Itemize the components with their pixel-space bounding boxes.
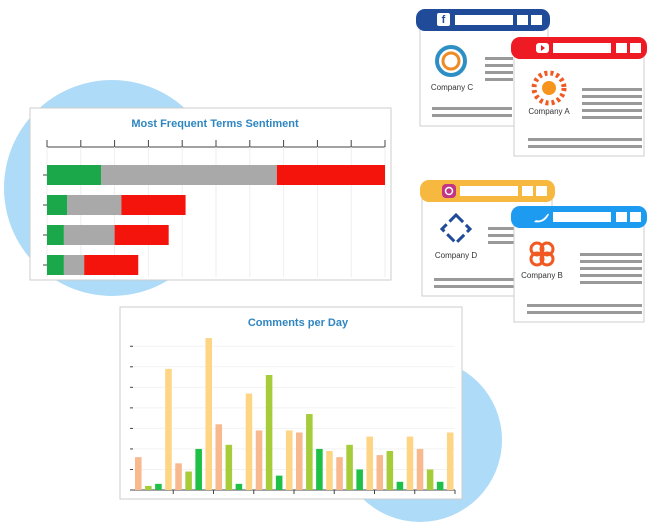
twitter-window: Company B	[511, 206, 647, 323]
window-button	[536, 186, 547, 196]
bar	[326, 450, 333, 490]
bar	[376, 455, 384, 490]
chart-title: Most Frequent Terms Sentiment	[131, 118, 299, 130]
bar	[426, 469, 434, 490]
window-button	[522, 186, 533, 196]
bar	[255, 430, 263, 490]
ig-icon	[442, 184, 456, 198]
chart-panel	[29, 107, 392, 281]
window-button	[517, 15, 528, 25]
bar	[436, 481, 444, 490]
window-button	[630, 43, 641, 53]
bar	[285, 430, 293, 490]
bar	[155, 483, 162, 490]
bar-segment	[63, 225, 115, 245]
bar	[195, 448, 202, 490]
address-bar	[553, 43, 611, 53]
bar	[175, 463, 182, 490]
bar-segment	[47, 165, 102, 185]
company-name: Company C	[431, 83, 473, 92]
bar	[165, 368, 172, 490]
bar	[336, 457, 343, 490]
bar	[235, 483, 243, 490]
bar-segment	[47, 195, 68, 215]
bar	[416, 448, 424, 490]
bar	[346, 444, 353, 490]
bar	[215, 424, 223, 490]
logo	[529, 241, 555, 267]
bar-segment	[114, 225, 169, 245]
window-button	[531, 15, 542, 25]
fb-letter: f	[442, 14, 446, 26]
address-bar	[460, 186, 518, 196]
bar-segment	[84, 255, 139, 275]
window-button	[616, 43, 627, 53]
company-name: Company D	[435, 251, 477, 260]
bar	[386, 450, 394, 490]
chart-title: Comments per Day	[248, 317, 349, 329]
address-bar	[553, 212, 611, 222]
yt-play	[541, 45, 545, 51]
bar	[366, 436, 373, 490]
logo	[441, 51, 461, 71]
bar	[265, 375, 273, 490]
logo	[435, 45, 467, 77]
bar-segment	[47, 255, 64, 275]
bar-segment	[101, 165, 277, 185]
bar	[145, 485, 152, 490]
bar	[306, 414, 313, 490]
bar-segment	[121, 195, 186, 215]
logo	[531, 70, 567, 106]
bar	[446, 432, 454, 490]
window	[513, 43, 645, 157]
bar	[135, 457, 142, 490]
bar	[396, 481, 404, 490]
bar	[356, 469, 363, 490]
plots	[43, 140, 456, 494]
bar-segment	[67, 195, 122, 215]
ig-lens	[444, 186, 454, 196]
bar	[296, 432, 303, 490]
window-button	[630, 212, 641, 222]
company-name: Company B	[521, 271, 563, 280]
bar	[245, 393, 253, 490]
tw-icon	[534, 213, 549, 223]
bar	[406, 436, 414, 490]
logo	[439, 212, 473, 246]
bar	[275, 475, 283, 490]
address-bar	[455, 15, 513, 25]
bar	[205, 338, 212, 490]
window-button	[616, 212, 627, 222]
bar	[316, 448, 323, 490]
company-name: Company A	[528, 107, 570, 116]
fb-icon	[437, 13, 450, 26]
bar-segment	[63, 255, 85, 275]
bar	[225, 444, 233, 490]
youtube-window: Company A	[511, 37, 647, 157]
bar	[185, 471, 192, 490]
bar-segment	[276, 165, 385, 185]
bar-segment	[47, 225, 64, 245]
